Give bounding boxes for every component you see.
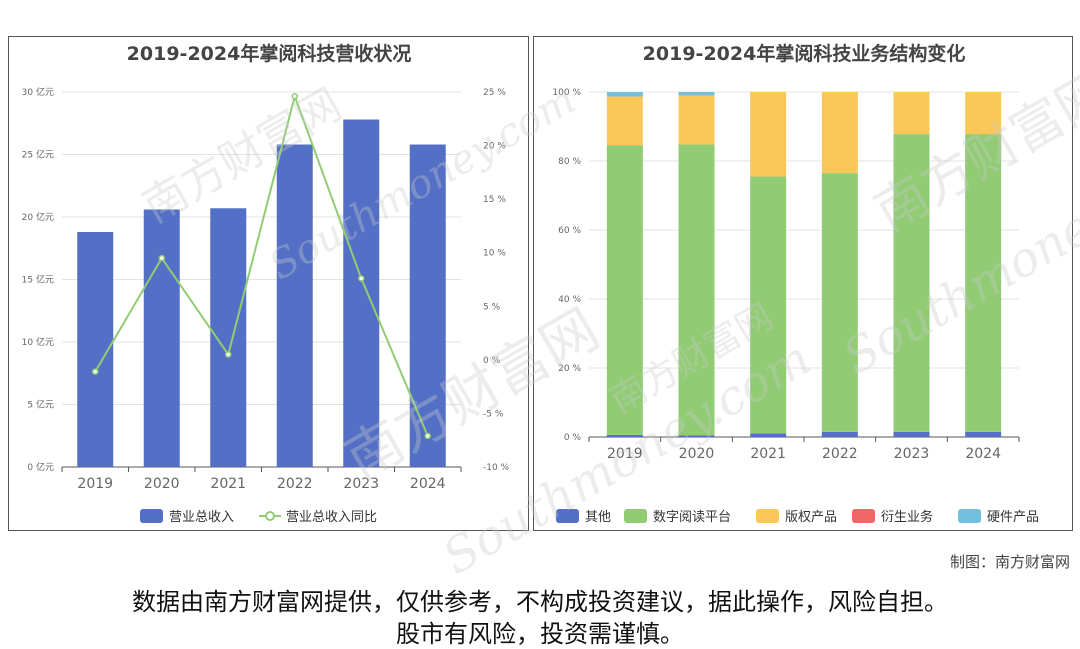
stack-segment	[893, 431, 930, 437]
x-tick-label: 2019	[77, 476, 113, 492]
legend-swatch	[624, 509, 647, 523]
yoy-growth-line	[94, 92, 429, 437]
stack-segment	[821, 431, 858, 437]
x-tick-label: 2021	[210, 476, 246, 492]
stack-segment	[678, 92, 715, 96]
y-right-tick-label: -10 %	[483, 463, 510, 473]
x-tick-label: 2019	[607, 446, 643, 462]
chart-credit: 制图：南方财富网	[949, 553, 1070, 571]
stack-segment	[893, 92, 930, 135]
legend-marker-yoy	[265, 511, 275, 521]
y-right-tick-label: 0 %	[483, 356, 501, 366]
y-left-tick-label: 30 亿元	[22, 86, 54, 98]
x-tick-label: 2024	[410, 476, 446, 492]
legend-label-revenue: 营业总收入	[169, 510, 234, 525]
legend-swatch	[756, 509, 779, 523]
legend-label: 硬件产品	[987, 510, 1039, 525]
yoy-growth-point	[424, 432, 431, 440]
disclaimer-line-2: 股市有风险，投资需谨慎。	[396, 620, 684, 648]
x-tick-label: 2022	[822, 446, 858, 462]
revenue-bar	[143, 209, 180, 467]
stack-segment	[821, 92, 858, 174]
y-right-tick-label: -5 %	[483, 409, 504, 419]
legend-label: 其他	[585, 510, 611, 525]
y-right-tick-label: 20 %	[483, 142, 506, 152]
y-left-tick-label: 10 亿元	[22, 336, 54, 348]
x-tick-label: 2024	[965, 446, 1001, 462]
legend-label: 版权产品	[785, 509, 837, 525]
revenue-chart-panel: 2019-2024年掌阅科技营收状况 0 亿元 5 亿元 10 亿元 15 亿元 20 亿…	[8, 36, 529, 531]
revenue-bar	[409, 144, 446, 467]
stack-segment	[965, 134, 1002, 432]
chart-title: 2019-2024年掌阅科技业务结构变化	[643, 42, 966, 65]
chart-title: 2019-2024年掌阅科技营收状况	[127, 42, 412, 65]
yoy-growth-point	[92, 368, 99, 375]
y-left-tick-label: 25 亿元	[22, 149, 54, 161]
legend-swatch-revenue	[140, 509, 163, 523]
stack-segment	[678, 435, 715, 437]
legend-label: 数字阅读平台	[653, 510, 731, 525]
y-right-tick-label: 10 %	[483, 249, 506, 259]
revenue-chart: 2019-2024年掌阅科技营收状况 0 亿元 5 亿元 10 亿元 15 亿元 20 亿…	[22, 42, 510, 525]
structure-chart-panel: 2019-2024年掌阅科技业务结构变化 0 % 20 % 40 % 60 % 80 % 1…	[533, 36, 1073, 531]
stack-segment	[965, 431, 1002, 437]
y-left-tick-label: 0 亿元	[27, 461, 54, 473]
x-tick-label: 2023	[343, 476, 379, 492]
y-tick-label: 40 %	[558, 295, 581, 305]
y-left-tick-label: 5 亿元	[27, 399, 54, 411]
stack-segment	[893, 134, 930, 432]
stack-segment	[750, 92, 787, 177]
stack-segment	[606, 96, 643, 146]
y-right-tick-label: 15 %	[483, 195, 506, 205]
stack-segment	[606, 434, 643, 437]
stack-segment	[750, 176, 787, 434]
yoy-growth-point	[291, 93, 298, 100]
y-tick-label: 0 %	[564, 433, 582, 443]
legend-label: 衍生业务	[881, 509, 933, 525]
y-right-tick-label: 5 %	[483, 302, 501, 312]
disclaimer-line-1: 数据由南方财富网提供，仅供参考，不构成投资建议，据此操作，风险自担。	[132, 588, 948, 616]
stack-segment	[678, 144, 715, 436]
legend-swatch	[958, 509, 981, 523]
structure-chart: 2019-2024年掌阅科技业务结构变化 0 % 20 % 40 % 60 % 80 % 1…	[552, 42, 1039, 525]
stack-segment	[821, 173, 858, 432]
stack-segment	[965, 92, 1002, 135]
revenue-bar	[343, 119, 380, 467]
legend-swatch	[556, 509, 579, 523]
x-tick-label: 2020	[679, 446, 715, 462]
y-left-tick-label: 20 亿元	[22, 211, 54, 223]
stack-segment	[678, 95, 715, 145]
y-left-tick-label: 15 亿元	[22, 274, 54, 286]
y-tick-label: 100 %	[552, 88, 581, 98]
x-tick-label: 2020	[144, 476, 180, 492]
y-tick-label: 80 %	[558, 157, 581, 167]
stack-segment	[750, 433, 787, 437]
y-tick-label: 60 %	[558, 226, 581, 236]
x-tick-label: 2022	[277, 476, 313, 492]
y-tick-label: 20 %	[558, 364, 581, 374]
legend-label-yoy: 营业总收入同比	[286, 510, 377, 525]
legend-swatch	[852, 509, 875, 523]
stack-segment	[606, 145, 643, 435]
stack-segment	[606, 92, 643, 97]
x-tick-label: 2021	[750, 446, 786, 462]
y-right-tick-label: 25 %	[483, 88, 506, 98]
yoy-growth-point	[358, 275, 365, 282]
revenue-bar	[276, 144, 313, 467]
yoy-growth-point	[225, 351, 232, 358]
yoy-growth-point	[158, 254, 165, 262]
x-tick-label: 2023	[894, 446, 930, 462]
